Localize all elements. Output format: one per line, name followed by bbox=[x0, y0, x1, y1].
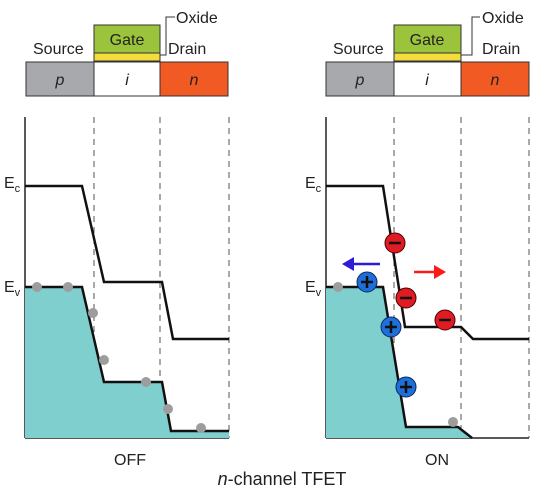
oxide-leader-line bbox=[458, 16, 480, 56]
p-region bbox=[25, 61, 95, 97]
panel-on: Source Drain Oxide Gate p i n Ec Ev bbox=[305, 10, 530, 469]
conduction-band-edge bbox=[25, 184, 229, 341]
ec-label: Ec bbox=[305, 175, 322, 195]
state-label-on: ON bbox=[425, 452, 449, 469]
hole-dot bbox=[99, 355, 109, 365]
gate-label: Gate bbox=[110, 32, 145, 49]
source-label: Source bbox=[333, 41, 384, 58]
n-region-label: n bbox=[190, 72, 199, 89]
valence-band-fill bbox=[25, 287, 229, 438]
electron-carrier bbox=[395, 287, 417, 309]
gate-electrode bbox=[393, 24, 462, 54]
hole-drift-arrow bbox=[342, 257, 380, 271]
valence-band-fill bbox=[326, 287, 472, 438]
p-region-label: p bbox=[355, 72, 365, 89]
device-structure-on: Source Drain Oxide Gate p i n bbox=[325, 10, 530, 97]
oxide-label: Oxide bbox=[482, 10, 524, 27]
i-region bbox=[393, 61, 462, 97]
i-region-label: i bbox=[425, 72, 429, 89]
n-region bbox=[159, 61, 229, 97]
electron-carrier bbox=[434, 309, 456, 331]
drain-label: Drain bbox=[168, 41, 206, 58]
n-region bbox=[460, 61, 530, 97]
conduction-band-edge bbox=[326, 184, 529, 341]
ec-label: Ec bbox=[4, 175, 21, 195]
electron-carrier bbox=[384, 232, 406, 254]
hole-dot bbox=[196, 423, 206, 433]
hole-dot bbox=[333, 282, 343, 292]
device-structure-off: Source Drain Oxide Gate p i n bbox=[25, 10, 229, 97]
gate-oxide bbox=[93, 52, 161, 62]
state-label-off: OFF bbox=[114, 452, 146, 469]
hole-dot bbox=[163, 404, 173, 414]
gate-oxide bbox=[393, 52, 462, 62]
oxide-label: Oxide bbox=[176, 10, 218, 27]
hole-dot bbox=[141, 377, 151, 387]
gate-label: Gate bbox=[410, 32, 445, 49]
hole-dot bbox=[88, 308, 98, 318]
p-region-label: p bbox=[55, 72, 65, 89]
ev-label: Ev bbox=[4, 279, 21, 299]
hole-carrier bbox=[395, 376, 417, 398]
hole-dots-off bbox=[32, 282, 206, 433]
drain-label: Drain bbox=[482, 41, 520, 58]
ev-label: Ev bbox=[305, 279, 322, 299]
hole-carrier bbox=[380, 316, 402, 338]
electron-drift-arrow bbox=[414, 265, 446, 279]
panel-off: Source Drain Oxide Gate p i n Ec Ev bbox=[4, 10, 230, 469]
hole-dot bbox=[63, 282, 73, 292]
hole-dot bbox=[32, 282, 42, 292]
n-region-label: n bbox=[491, 72, 500, 89]
i-region-label: i bbox=[125, 72, 129, 89]
figure-caption: n-channel TFET bbox=[218, 469, 347, 489]
source-label: Source bbox=[33, 41, 84, 58]
p-region bbox=[325, 61, 395, 97]
i-region bbox=[93, 61, 161, 97]
hole-dot bbox=[448, 417, 458, 427]
hole-carrier bbox=[356, 271, 378, 293]
